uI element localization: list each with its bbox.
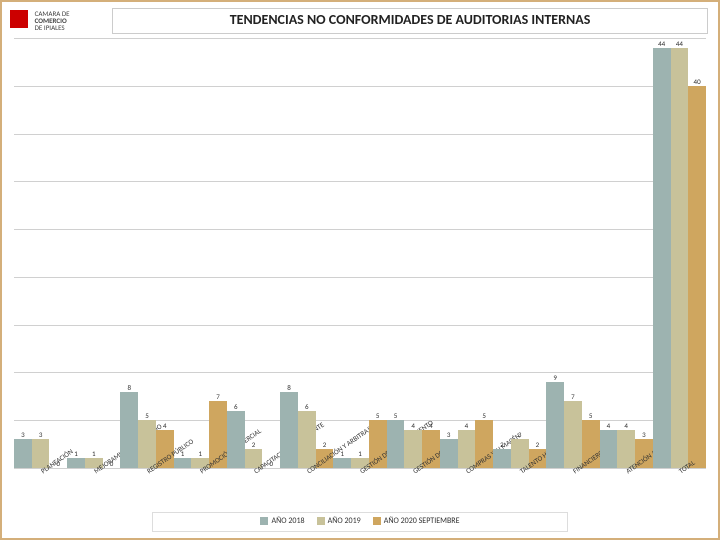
bar: 8 <box>120 392 138 468</box>
bar-group: 110 <box>67 38 120 468</box>
bar-value-label: 7 <box>564 392 582 401</box>
page-root: CAMARA DE COMERCIO DE IPIALES TENDENCIAS… <box>0 0 720 540</box>
bar-value-label: 4 <box>404 421 422 430</box>
bar-group: 345 <box>440 38 493 468</box>
bar: 44 <box>671 48 689 468</box>
bar: 9 <box>546 382 564 468</box>
bar-value-label: 3 <box>635 430 653 439</box>
bar-value-label: 5 <box>138 411 156 420</box>
legend-label: AÑO 2019 <box>328 516 361 526</box>
bar: 3 <box>14 439 32 468</box>
bar-value-label: 7 <box>209 392 227 401</box>
bar-value-label: 1 <box>85 449 103 458</box>
logo-icon <box>10 10 28 28</box>
bar-value-label: 1 <box>67 449 85 458</box>
plot-surface: 330PLANEACIÓN110MEJORAMIENTO CONTINUO854… <box>14 38 706 468</box>
bar-value-label: 4 <box>156 421 174 430</box>
bar-value-label: 4 <box>600 421 618 430</box>
bar-value-label: 5 <box>475 411 493 420</box>
bar-value-label: 5 <box>387 411 405 420</box>
bar: 40 <box>688 86 706 468</box>
bar-value-label: 44 <box>671 39 689 48</box>
bar: 2 <box>493 449 511 468</box>
legend-swatch <box>317 517 325 525</box>
bar: 44 <box>653 48 671 468</box>
bar-group: 854 <box>120 38 173 468</box>
legend-item: AÑO 2018 <box>260 513 304 529</box>
bar: 3 <box>440 439 458 468</box>
logo-line3: DE IPIALES <box>35 23 65 32</box>
legend-swatch <box>260 517 268 525</box>
bar: 6 <box>298 411 316 468</box>
bar-value-label: 4 <box>458 421 476 430</box>
bar: 1 <box>333 458 351 468</box>
legend-item: AÑO 2019 <box>317 513 361 529</box>
bar: 6 <box>227 411 245 468</box>
bar-group: 330 <box>14 38 67 468</box>
legend-swatch <box>373 517 381 525</box>
bar-group: 232 <box>493 38 546 468</box>
bar: 4 <box>600 430 618 468</box>
bar-group: 11 5 <box>333 38 386 468</box>
bar-value-label: 5 <box>582 411 600 420</box>
bar-group: 11 7 <box>174 38 227 468</box>
bar-value-label: 9 <box>546 373 564 382</box>
legend-item: AÑO 2020 SEPTIEMBRE <box>373 513 460 529</box>
logo-text: CAMARA DE COMERCIO DE IPIALES <box>35 10 70 40</box>
bar-group: 444440 <box>653 38 706 468</box>
bar-value-label: 8 <box>280 383 298 392</box>
chart-title: TENDENCIAS NO CONFORMIDADES DE AUDITORIA… <box>112 8 708 34</box>
bar-value-label: 6 <box>298 402 316 411</box>
bar-value-label: 4 <box>422 421 440 430</box>
bar-value-label: 6 <box>227 402 245 411</box>
bar: 8 <box>280 392 298 468</box>
bar-value-label: 4 <box>617 421 635 430</box>
bar-value-label: 3 <box>14 430 32 439</box>
bar: 1 <box>174 458 192 468</box>
legend-label: AÑO 2020 SEPTIEMBRE <box>384 516 460 526</box>
bar-value-label: 40 <box>688 77 706 86</box>
bar: 1 <box>67 458 85 468</box>
bar-group: 975 <box>546 38 599 468</box>
bar-value-label: 3 <box>32 430 50 439</box>
bar-value-label: 2 <box>316 440 334 449</box>
bar: 5 <box>387 420 405 468</box>
bar-group: 443 <box>600 38 653 468</box>
legend: AÑO 2018 AÑO 2019 AÑO 2020 SEPTIEMBRE <box>152 512 568 532</box>
bar-group: 862 <box>280 38 333 468</box>
bar-value-label: 1 <box>351 449 369 458</box>
chart-area: 330PLANEACIÓN110MEJORAMIENTO CONTINUO854… <box>14 38 706 468</box>
bar-value-label: 3 <box>440 430 458 439</box>
bar-value-label: 1 <box>174 449 192 458</box>
bar-value-label: 3 <box>511 430 529 439</box>
brand-logo: CAMARA DE COMERCIO DE IPIALES <box>10 10 100 40</box>
bar-value-label: 1 <box>191 449 209 458</box>
bar-value-label: 2 <box>493 440 511 449</box>
bar: 7 <box>564 401 582 468</box>
bar-value-label: 1 <box>333 449 351 458</box>
bar-value-label: 5 <box>369 411 387 420</box>
bar-group: 544 <box>387 38 440 468</box>
bar-value-label: 2 <box>245 440 263 449</box>
bar-value-label: 44 <box>653 39 671 48</box>
legend-label: AÑO 2018 <box>271 516 304 526</box>
bar-value-label: 2 <box>529 440 547 449</box>
bar-value-label: 8 <box>120 383 138 392</box>
bar-group: 620 <box>227 38 280 468</box>
